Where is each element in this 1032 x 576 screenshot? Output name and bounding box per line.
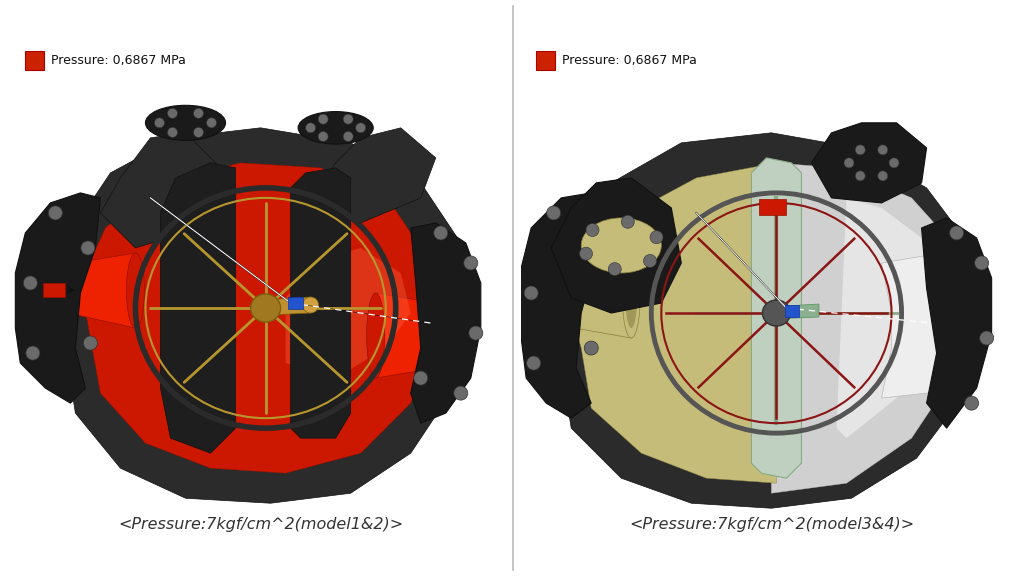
Polygon shape [376, 293, 465, 378]
Bar [759, 199, 786, 215]
Bar [537, 51, 555, 70]
Ellipse shape [356, 123, 365, 133]
Ellipse shape [621, 215, 635, 228]
Ellipse shape [305, 123, 316, 133]
Ellipse shape [80, 241, 95, 255]
Ellipse shape [582, 236, 595, 250]
Polygon shape [881, 248, 987, 398]
Ellipse shape [167, 108, 178, 118]
Polygon shape [291, 168, 351, 438]
Ellipse shape [469, 326, 483, 340]
Polygon shape [80, 163, 436, 473]
Polygon shape [837, 198, 946, 438]
Polygon shape [257, 297, 311, 316]
Ellipse shape [318, 114, 328, 124]
Ellipse shape [463, 256, 478, 270]
Text: <Pressure:7kgf/cm^2(model1&2)>: <Pressure:7kgf/cm^2(model1&2)> [118, 517, 404, 532]
Polygon shape [811, 123, 927, 203]
Ellipse shape [608, 263, 621, 276]
Ellipse shape [146, 105, 226, 141]
Ellipse shape [526, 356, 541, 370]
Ellipse shape [580, 247, 592, 260]
Ellipse shape [650, 231, 663, 244]
Ellipse shape [84, 336, 97, 350]
Ellipse shape [302, 297, 319, 313]
Bar [785, 305, 800, 317]
Polygon shape [769, 304, 819, 319]
Ellipse shape [298, 112, 374, 144]
Polygon shape [100, 133, 221, 248]
Polygon shape [15, 193, 100, 403]
Ellipse shape [454, 386, 467, 400]
Ellipse shape [949, 226, 964, 240]
Ellipse shape [344, 131, 353, 142]
Ellipse shape [622, 253, 640, 338]
Text: <Pressure:7kgf/cm^2(model3&4)>: <Pressure:7kgf/cm^2(model3&4)> [628, 517, 914, 532]
Polygon shape [922, 218, 992, 428]
Ellipse shape [889, 158, 899, 168]
Ellipse shape [586, 223, 599, 237]
Ellipse shape [965, 396, 978, 410]
Ellipse shape [194, 108, 203, 118]
Ellipse shape [366, 293, 385, 378]
Polygon shape [286, 248, 411, 378]
Ellipse shape [878, 171, 888, 181]
Ellipse shape [856, 145, 865, 155]
Bar [43, 283, 65, 297]
Ellipse shape [127, 253, 144, 328]
Ellipse shape [433, 226, 448, 240]
Ellipse shape [318, 131, 328, 142]
Ellipse shape [26, 346, 40, 360]
Polygon shape [411, 223, 481, 423]
Ellipse shape [194, 127, 203, 137]
Polygon shape [161, 163, 235, 453]
Ellipse shape [979, 331, 994, 345]
Ellipse shape [251, 294, 281, 322]
Polygon shape [572, 163, 776, 483]
Ellipse shape [584, 341, 599, 355]
Polygon shape [56, 128, 471, 503]
Ellipse shape [844, 158, 854, 168]
Text: Pressure: 0,6867 MPa: Pressure: 0,6867 MPa [562, 54, 697, 67]
Polygon shape [546, 253, 632, 338]
Polygon shape [45, 253, 135, 328]
Ellipse shape [581, 218, 662, 273]
Ellipse shape [414, 371, 427, 385]
Ellipse shape [344, 114, 353, 124]
Ellipse shape [644, 255, 656, 267]
Ellipse shape [24, 276, 37, 290]
Bar [288, 297, 303, 309]
Ellipse shape [155, 118, 164, 128]
Ellipse shape [625, 263, 638, 328]
Bar [26, 51, 44, 70]
Text: Pressure: 0,6867 MPa: Pressure: 0,6867 MPa [52, 54, 186, 67]
Ellipse shape [547, 206, 560, 220]
Ellipse shape [524, 286, 538, 300]
Polygon shape [551, 178, 681, 313]
Ellipse shape [878, 145, 888, 155]
Polygon shape [771, 163, 971, 493]
Ellipse shape [167, 127, 178, 137]
Ellipse shape [856, 171, 865, 181]
Ellipse shape [974, 256, 989, 270]
Ellipse shape [49, 206, 62, 220]
Polygon shape [311, 128, 436, 223]
Polygon shape [751, 158, 802, 478]
Polygon shape [521, 193, 606, 418]
Ellipse shape [763, 300, 791, 326]
Ellipse shape [206, 118, 217, 128]
Polygon shape [556, 133, 981, 508]
